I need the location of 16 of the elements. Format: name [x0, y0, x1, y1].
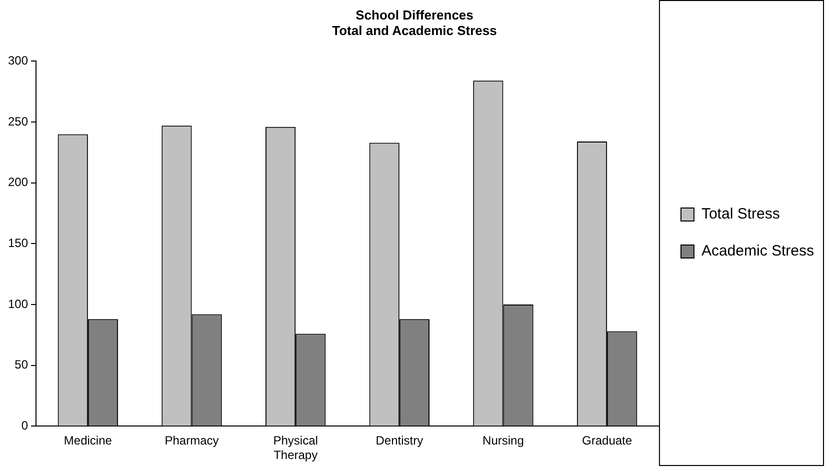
legend-label: Academic Stress	[701, 242, 814, 260]
chart-title: School Differences Total and Academic Stress	[332, 7, 497, 38]
y-tick-label: 200	[8, 175, 28, 190]
x-tick-label: Graduate	[582, 434, 632, 448]
y-tick-label: 250	[8, 114, 28, 128]
y-tick-label: 150	[8, 236, 28, 250]
y-tick-label: 100	[8, 296, 28, 311]
y-tick-label: 50	[14, 358, 28, 372]
x-tick-label: Nursing	[482, 434, 524, 448]
legend-label: Total Stress	[701, 206, 780, 223]
x-tick-label: Pharmacy	[164, 434, 219, 448]
x-tick-label: Medicine	[64, 434, 112, 448]
x-tick-label: Dentistry	[376, 434, 424, 448]
y-tick-label: 0	[21, 418, 28, 433]
x-tick-label: Physical Therapy	[273, 434, 318, 462]
y-tick-label: 300	[8, 54, 28, 68]
